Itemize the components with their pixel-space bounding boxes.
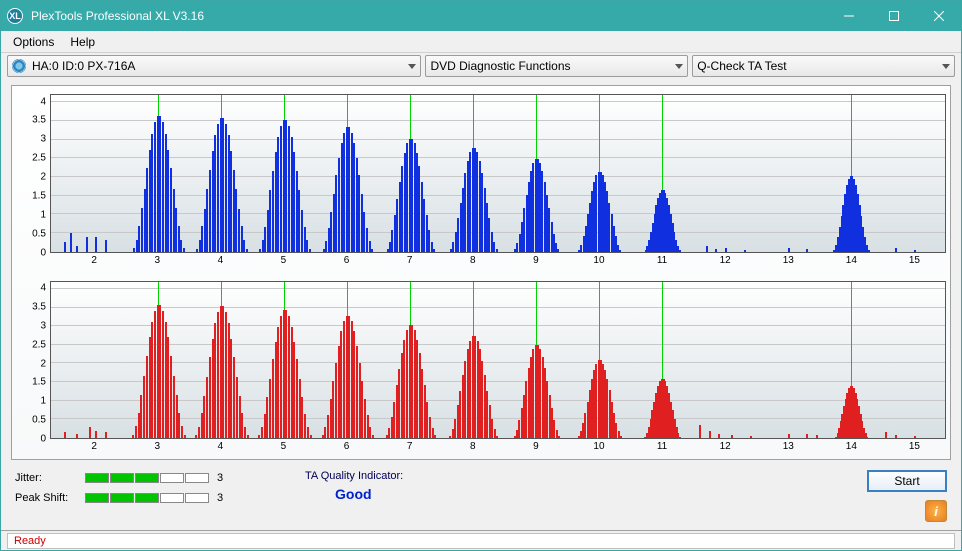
chart-1-xlabels: 23456789101112131415 [50,253,946,269]
disc-icon [12,59,26,73]
close-icon [934,11,944,21]
chart-pane: 00.511.522.533.54 23456789101112131415 0… [11,85,951,460]
maximize-button[interactable] [871,1,916,31]
actions: Start i [807,470,947,522]
chevron-down-icon [408,59,416,73]
chart-2-plot [50,281,946,440]
chart-block-2: 00.511.522.533.54 23456789101112131415 [16,281,946,456]
quality-label: TA Quality Indicator: [305,470,807,482]
minimize-icon [844,11,854,21]
peakshift-value: 3 [217,492,223,504]
function-combo-value: DVD Diagnostic Functions [430,59,570,73]
device-combo[interactable]: HA:0 ID:0 PX-716A [7,55,421,77]
chart-1-ylabels: 00.511.522.533.54 [16,94,50,253]
content-area: 00.511.522.533.54 23456789101112131415 0… [1,79,961,530]
jitter-meter [85,473,209,483]
chart-2-xlabels: 23456789101112131415 [50,439,946,455]
quality-value: Good [305,486,807,502]
maximize-icon [889,11,899,21]
test-combo[interactable]: Q-Check TA Test [692,55,955,77]
jitter-label: Jitter: [15,472,77,484]
peakshift-label: Peak Shift: [15,492,77,504]
toolbar: HA:0 ID:0 PX-716A DVD Diagnostic Functio… [1,53,961,79]
chevron-down-icon [675,59,683,73]
app-icon: XL [7,8,23,24]
chevron-down-icon [942,59,950,73]
chart-1: 00.511.522.533.54 [16,94,946,253]
jitter-value: 3 [217,472,223,484]
function-combo[interactable]: DVD Diagnostic Functions [425,55,688,77]
status-text: Ready [7,533,955,549]
app-window: XL PlexTools Professional XL V3.16 Optio… [0,0,962,551]
close-button[interactable] [916,1,961,31]
minimize-button[interactable] [826,1,871,31]
quality-indicator: TA Quality Indicator: Good [265,470,807,502]
titlebar: XL PlexTools Professional XL V3.16 [1,1,961,31]
bottom-panel: Jitter: 3 Peak Shift: 3 TA Quality Indic… [11,460,951,526]
chart-1-plot [50,94,946,253]
peakshift-meter [85,493,209,503]
test-combo-value: Q-Check TA Test [697,59,786,73]
peakshift-row: Peak Shift: 3 [15,490,265,506]
device-combo-value: HA:0 ID:0 PX-716A [32,59,135,73]
chart-2-ylabels: 00.511.522.533.54 [16,281,50,440]
window-title: PlexTools Professional XL V3.16 [31,9,826,23]
chart-2: 00.511.522.533.54 [16,281,946,440]
menu-help[interactable]: Help [62,33,103,51]
menu-options[interactable]: Options [5,33,62,51]
start-button[interactable]: Start [867,470,947,492]
statusbar: Ready [1,530,961,550]
jitter-row: Jitter: 3 [15,470,265,486]
menubar: Options Help [1,31,961,53]
metrics: Jitter: 3 Peak Shift: 3 [15,470,265,510]
window-controls [826,1,961,31]
chart-block-1: 00.511.522.533.54 23456789101112131415 [16,94,946,269]
info-button[interactable]: i [925,500,947,522]
info-icon: i [934,504,938,519]
